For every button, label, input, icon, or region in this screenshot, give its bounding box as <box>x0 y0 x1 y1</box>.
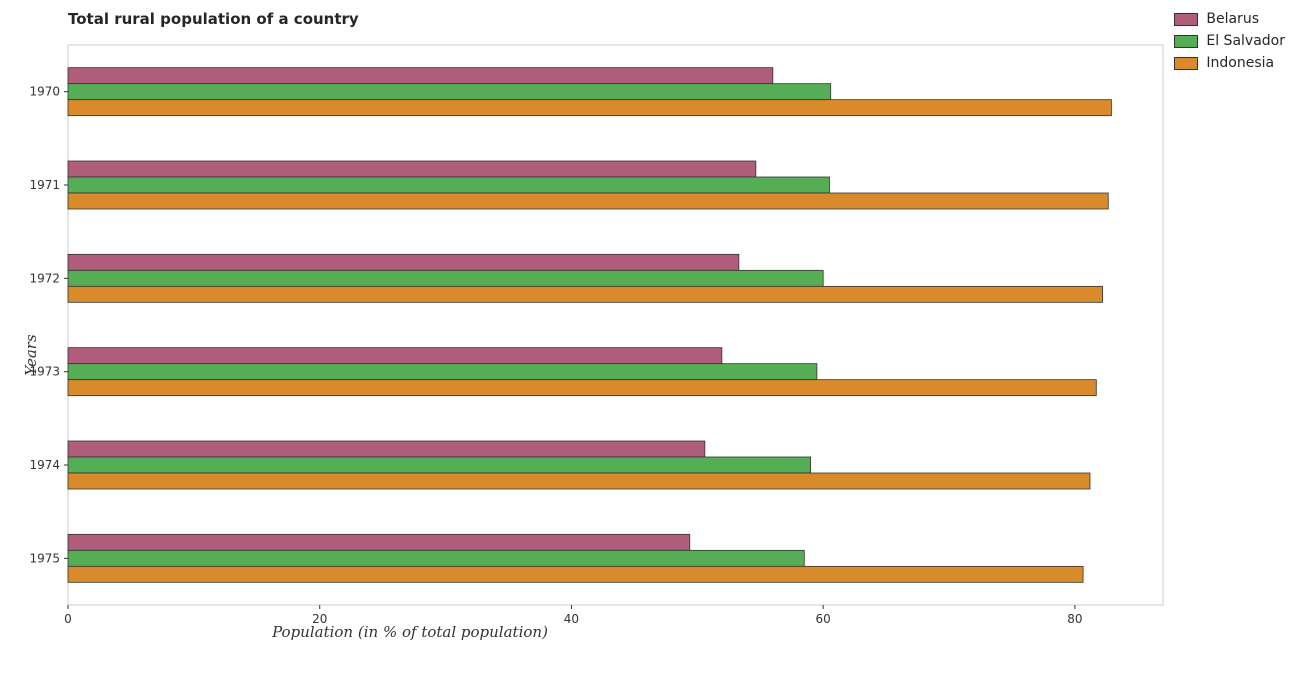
bar-belarus-1971 <box>67 160 757 178</box>
bar-el-salvador-1972 <box>67 269 824 287</box>
bar-el-salvador-1974 <box>67 456 811 474</box>
chart-title: Total rural population of a country <box>68 10 359 28</box>
bar-belarus-1975 <box>67 533 691 551</box>
bar-indonesia-1974 <box>67 472 1091 490</box>
legend-swatch <box>1174 12 1199 26</box>
bar-el-salvador-1970 <box>67 83 832 101</box>
x-tick-label: 80 <box>1067 612 1082 626</box>
legend-swatch <box>1174 34 1199 48</box>
bar-indonesia-1973 <box>67 379 1097 397</box>
x-axis-label: Population (in % of total population) <box>271 623 548 641</box>
x-tick-label: 40 <box>564 612 579 626</box>
bar-belarus-1970 <box>67 67 774 85</box>
bar-indonesia-1975 <box>67 565 1084 583</box>
x-tick-label: 60 <box>816 612 831 626</box>
x-tick-label: 20 <box>312 612 327 626</box>
bar-belarus-1973 <box>67 347 723 365</box>
x-tick-label: 0 <box>64 612 72 626</box>
bar-indonesia-1971 <box>67 192 1109 210</box>
legend-label: El Salvador <box>1206 33 1285 49</box>
y-tick-label: 1971 <box>29 178 60 192</box>
y-tick-label: 1974 <box>29 458 60 472</box>
bar-belarus-1972 <box>67 253 740 271</box>
legend-item-indonesia: Indonesia <box>1174 52 1285 74</box>
legend-item-belarus: Belarus <box>1174 8 1285 30</box>
plot-frame <box>67 44 1164 606</box>
bar-el-salvador-1975 <box>67 549 805 567</box>
legend-swatch <box>1174 56 1199 70</box>
bar-belarus-1974 <box>67 440 706 458</box>
legend-item-el-salvador: El Salvador <box>1174 30 1285 52</box>
y-tick-label: 1970 <box>29 85 60 99</box>
bar-indonesia-1972 <box>67 285 1103 303</box>
legend: Belarus El Salvador Indonesia <box>1174 8 1285 74</box>
y-tick-label: 1975 <box>29 551 60 565</box>
legend-label: Indonesia <box>1206 55 1275 71</box>
y-axis-label: Years <box>22 334 40 376</box>
bar-el-salvador-1973 <box>67 363 818 381</box>
y-tick-label: 1972 <box>29 271 60 285</box>
bar-el-salvador-1971 <box>67 176 830 194</box>
bar-indonesia-1970 <box>67 99 1112 117</box>
y-tick-label: 1973 <box>29 365 60 379</box>
legend-label: Belarus <box>1206 11 1259 27</box>
